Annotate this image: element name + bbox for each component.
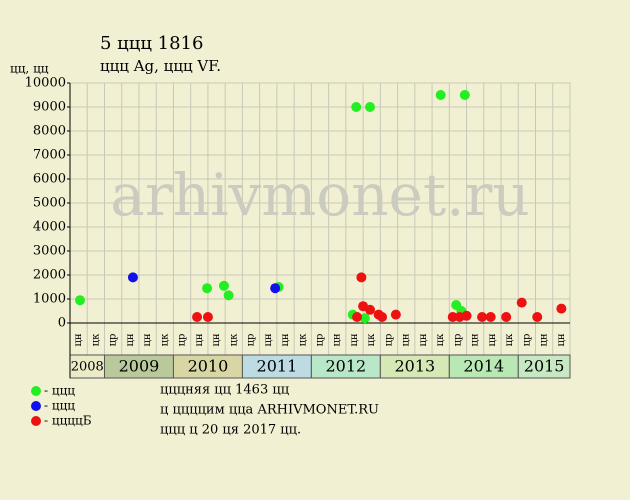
point (365, 304, 375, 315)
period-label: цн (332, 333, 343, 346)
point (365, 102, 375, 112)
point (359, 313, 370, 324)
point (192, 312, 203, 322)
period-label: цр (315, 334, 326, 347)
period-label: цн (263, 333, 274, 346)
period-label: цн (470, 333, 481, 346)
point (356, 272, 367, 283)
y-tick-label: 7000 (33, 148, 66, 163)
period-label: цн (349, 333, 360, 346)
y-tick-label: 10000 (25, 76, 66, 91)
period-label: цн (73, 333, 84, 346)
period-label: цр (521, 334, 532, 347)
period-label: цк (228, 333, 239, 346)
year-label: 2013 (394, 357, 435, 376)
period-label: цр (246, 334, 257, 347)
year-label: 2008 (71, 360, 104, 375)
period-label: цр (452, 334, 463, 347)
period-label: цк (435, 333, 446, 346)
year-label: 2009 (119, 357, 160, 376)
point (377, 312, 388, 322)
point (218, 280, 229, 291)
y-axis-label: цц, цц (10, 62, 49, 76)
period-label: цк (504, 333, 515, 346)
period-label: цн (142, 333, 153, 346)
year-label: 2010 (188, 357, 229, 376)
period-label: цн (539, 333, 550, 346)
period-label: цн (401, 333, 412, 346)
y-tick-label: 8000 (33, 124, 66, 139)
year-label: 2011 (257, 357, 298, 376)
period-label: цр (108, 334, 119, 347)
y-tick-label: 0 (58, 316, 66, 331)
year-cell (517, 354, 571, 379)
y-tick-label: 6000 (33, 172, 66, 187)
legend-marker (31, 401, 41, 411)
legend-label: - ццццБ (44, 414, 92, 428)
y-tick-label: 1000 (33, 292, 66, 307)
year-label: 2015 (524, 357, 565, 376)
point (501, 312, 512, 322)
period-label: цк (159, 333, 170, 346)
period-label: цн (194, 333, 205, 346)
legend-marker (31, 386, 41, 396)
point (223, 290, 234, 301)
period-label: цн (280, 333, 291, 346)
period-label: цр (383, 334, 394, 347)
chart-title: 5 ццц 1816 (100, 33, 203, 54)
period-label: цн (556, 333, 567, 346)
point (485, 312, 496, 322)
legend-label: - ццц (44, 384, 75, 398)
y-tick-label: 2000 (33, 268, 66, 283)
note: ц ццццим цца ARHIVMONET.RU (160, 403, 379, 418)
period-label: цн (211, 333, 222, 346)
point (351, 102, 362, 112)
note: ццц ц 20 ця 2017 цц. (160, 423, 301, 438)
point (127, 272, 138, 283)
point (532, 312, 543, 322)
period-label: цк (366, 333, 377, 346)
point (435, 90, 446, 100)
y-tick-label: 4000 (33, 220, 66, 235)
legend-marker (31, 416, 41, 426)
point (352, 312, 363, 322)
period-label: цн (418, 333, 429, 346)
watermark: arhivmonet.ru (110, 161, 529, 229)
point (270, 283, 281, 294)
period-label: цн (487, 333, 498, 346)
year-label: 2014 (463, 357, 504, 376)
point (75, 295, 85, 306)
period-label: цк (90, 333, 101, 346)
point (459, 90, 470, 100)
point (390, 309, 401, 320)
period-label: цк (297, 333, 308, 346)
y-tick-label: 3000 (33, 244, 66, 259)
point (202, 312, 213, 322)
year-label: 2012 (326, 357, 367, 376)
note: цццняя цц 1463 цц (160, 383, 289, 398)
point (556, 303, 567, 314)
period-label: цн (125, 333, 136, 346)
point (447, 312, 458, 322)
point (477, 312, 488, 322)
chart-subtitle: ццц Ag, ццц VF. (100, 57, 221, 75)
legend-label: - ццц (44, 399, 75, 413)
period-label: цр (177, 334, 188, 347)
y-tick-label: 5000 (33, 196, 66, 211)
point (202, 283, 213, 294)
point (461, 310, 472, 321)
point (516, 297, 527, 308)
y-tick-label: 9000 (33, 100, 66, 115)
